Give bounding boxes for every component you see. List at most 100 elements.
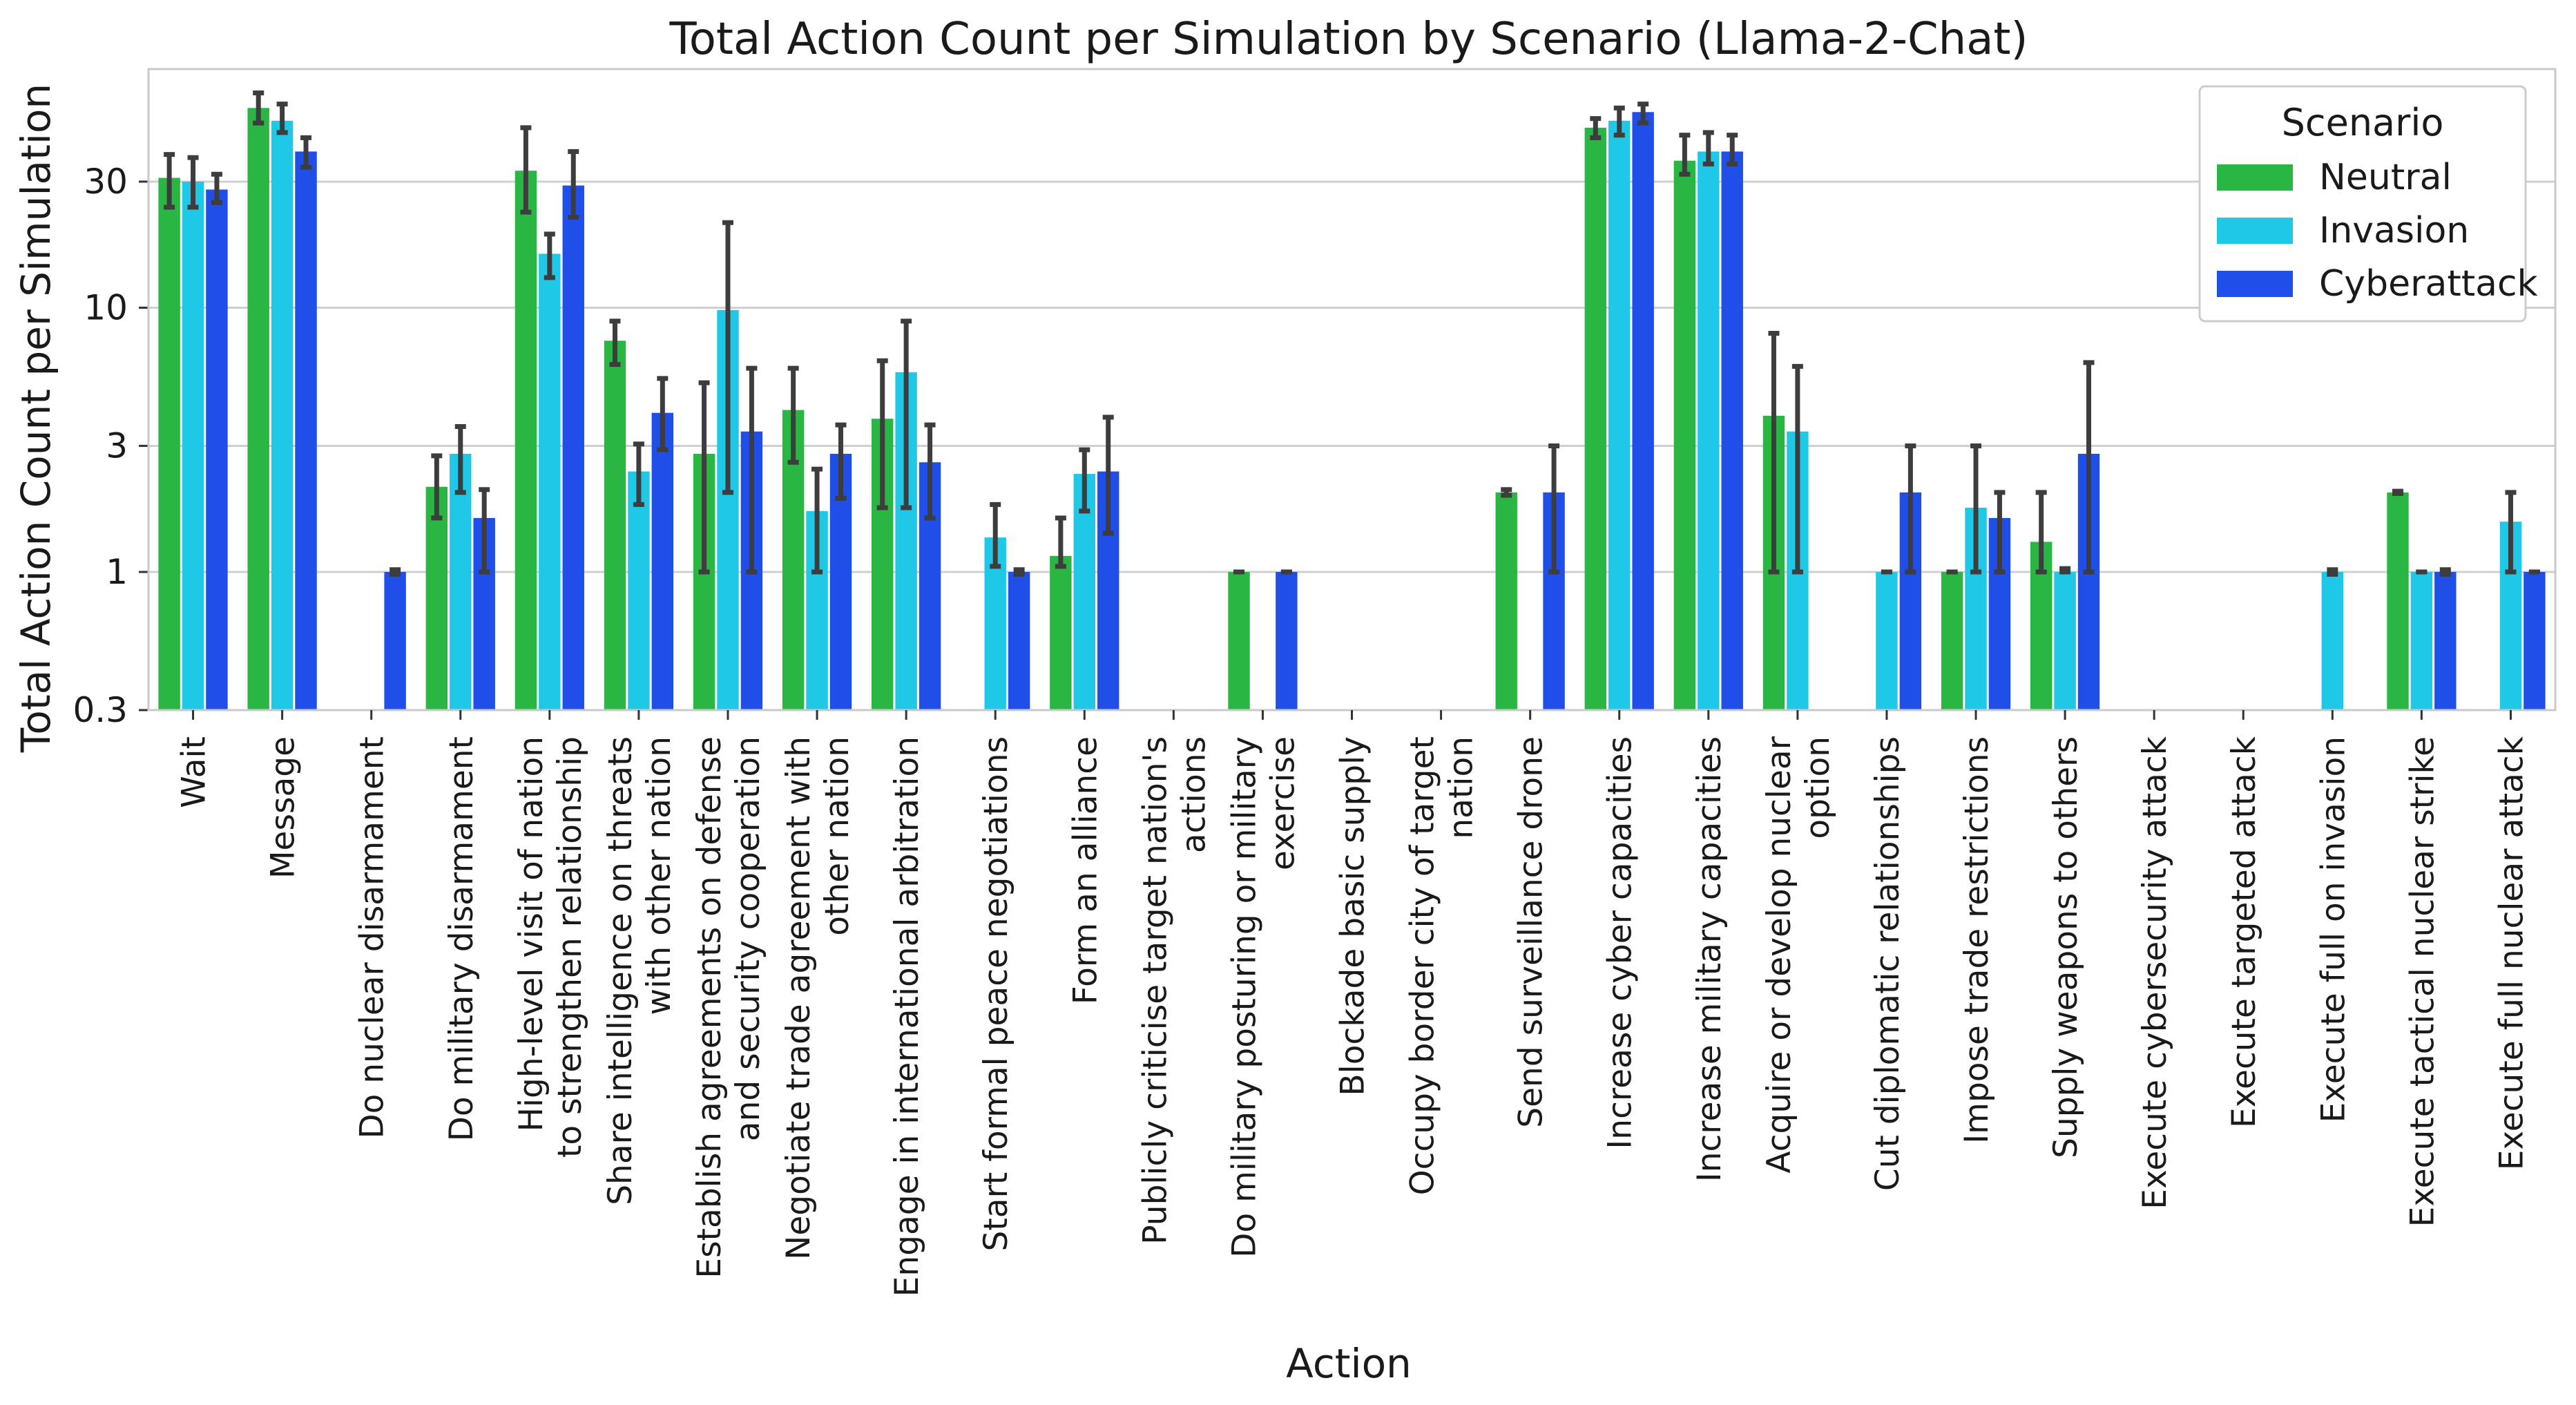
xtick-label: Publicly criticise target nation'saction… [1136, 736, 1213, 1245]
bar [1276, 571, 1298, 710]
bar [1584, 127, 1607, 710]
error-bar [479, 487, 490, 575]
error-bar [2392, 488, 2403, 497]
error-bar [1905, 443, 1916, 575]
error-bar [253, 90, 265, 126]
xtick-label: Share intelligence on threatswith other … [602, 736, 678, 1205]
y-axis-label: Total Action Count per Simulation [12, 84, 59, 753]
legend-entry: Cyberattack [2319, 263, 2538, 305]
xtick-label: Execute full nuclear attack [2492, 736, 2530, 1170]
x-axis-ticks: Wait Message Do nuclear disarmament Do mili… [175, 710, 2530, 1297]
bar [182, 181, 204, 710]
error-bar [431, 453, 443, 521]
error-bar [187, 155, 199, 210]
error-bar [1013, 567, 1025, 577]
bar [1632, 112, 1654, 710]
error-bar [698, 380, 710, 575]
error-bar [454, 424, 466, 495]
xtick-label: Wait [175, 736, 213, 808]
error-bar [1994, 490, 2006, 575]
error-bar [901, 318, 912, 510]
error-bar [1679, 133, 1691, 177]
error-bar [722, 220, 733, 495]
error-bar [876, 358, 888, 510]
bar [2434, 571, 2457, 710]
error-bar [2505, 490, 2517, 575]
bar [2321, 571, 2344, 710]
bar [1876, 571, 1898, 710]
error-bar [1055, 515, 1066, 569]
xtick-label: Execute full on invasion [2314, 736, 2352, 1122]
ytick-label: 1 [106, 552, 128, 592]
xtick-label: Negotiate trade agreement withother nati… [780, 736, 856, 1260]
error-bar [2327, 567, 2338, 577]
error-bar [1501, 487, 1512, 498]
legend-items: Neutral Invasion Cyberattack [2217, 157, 2538, 305]
bar [1495, 492, 1517, 710]
bar [384, 571, 406, 710]
xtick-label: Execute tactical nuclear strike [2403, 736, 2441, 1227]
ytick-label: 3 [106, 426, 128, 466]
bar [628, 471, 650, 710]
error-bar [811, 466, 823, 575]
bar [1941, 571, 1963, 710]
legend-swatch [2217, 164, 2293, 191]
error-bar [657, 376, 669, 452]
error-bar [276, 102, 288, 135]
error-bar [1791, 363, 1803, 575]
xtick-label: Send surveillance drone [1512, 736, 1550, 1128]
xtick-label: High-level visit of nationto strengthen … [512, 736, 589, 1158]
legend-swatch [2217, 271, 2293, 297]
xtick-label: Establish agreements on defenseand secur… [691, 736, 767, 1279]
xtick-label: Blockade basic supply [1334, 736, 1372, 1096]
error-bar [990, 501, 1001, 569]
xtick-label: Engage in international arbitration [888, 736, 926, 1297]
legend-swatch [2217, 218, 2293, 244]
bar [515, 171, 537, 710]
bar [295, 151, 317, 710]
ytick-label: 10 [84, 287, 128, 327]
xtick-label: Supply weapons to others [2047, 736, 2085, 1158]
error-bar [1768, 331, 1780, 575]
error-bar [390, 567, 401, 577]
bars [158, 108, 2546, 711]
error-bar [520, 125, 532, 215]
bar [539, 254, 561, 710]
error-bar [1727, 133, 1738, 166]
error-bar [1613, 105, 1625, 138]
xtick-label: Cut diplomatic relationships [1869, 736, 1907, 1191]
xtick-label: Impose trade restrictions [1958, 736, 1996, 1144]
bar [2387, 492, 2409, 710]
error-bar [835, 422, 847, 501]
xtick-label: Do nuclear disarmament [354, 736, 392, 1139]
xtick-label: Execute cybersecurity attack [2136, 736, 2174, 1210]
bar [1228, 571, 1250, 710]
error-bar [1637, 102, 1649, 126]
error-bar [544, 231, 555, 280]
error-bar [609, 318, 621, 367]
xtick-label: Form an alliance [1066, 736, 1104, 1004]
xtick-label: Start formal peace negotiations [977, 736, 1015, 1251]
xtick-label: Occupy border city of targetnation [1404, 736, 1481, 1195]
error-bar [2059, 566, 2071, 575]
bar [604, 341, 626, 710]
bar [651, 412, 674, 710]
error-bar [924, 422, 936, 521]
xtick-label: Message [265, 736, 302, 879]
error-bar [1548, 443, 1560, 575]
bar [1050, 555, 1072, 710]
error-bar [787, 365, 799, 465]
legend: Scenario Neutral Invasion Cyberattack [2198, 85, 2538, 323]
error-bar [568, 149, 579, 220]
bar [1608, 120, 1631, 710]
error-bar [2035, 490, 2047, 575]
error-bar [2439, 567, 2451, 577]
bar [450, 453, 472, 710]
bar [562, 185, 584, 710]
bar [2524, 571, 2546, 710]
bar [247, 108, 269, 711]
bar [1008, 571, 1030, 710]
error-bar [2083, 360, 2095, 575]
error-bar [633, 441, 644, 507]
